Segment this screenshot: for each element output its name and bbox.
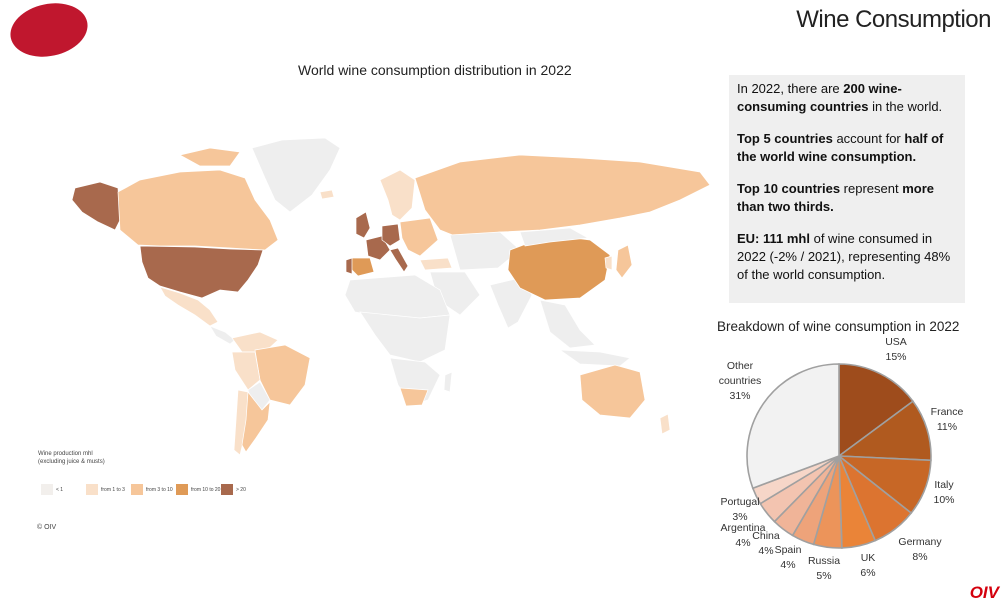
legend-swatch	[221, 484, 233, 495]
oiv-logo: OIV	[969, 583, 999, 602]
pie-slice-other-countries	[746, 363, 840, 490]
copyright-text: © OIV	[37, 524, 57, 531]
info-text: account for	[832, 131, 905, 146]
map-region-argentina	[241, 391, 271, 453]
pie-label-germany: Germany 8%	[898, 536, 942, 563]
map-region-korea	[604, 255, 613, 271]
info-emphasis: EU: 111 mhl	[737, 231, 810, 246]
map-region-southern-africa	[389, 357, 441, 406]
legend-swatch	[86, 484, 98, 495]
map-region-uk	[355, 211, 371, 239]
info-text: in the world.	[868, 99, 943, 114]
map-region-australia	[579, 364, 646, 419]
map-region-central-africa	[359, 311, 451, 363]
brand-logo-blob	[5, 0, 93, 64]
map-region-alaska	[71, 181, 121, 231]
info-paragraph-1: In 2022, there are 200 wine-consuming co…	[737, 80, 957, 116]
map-region-canada-islands	[179, 147, 241, 167]
pie-label-usa: USA 15%	[885, 336, 907, 363]
map-region-spain	[349, 257, 375, 277]
legend-swatch	[176, 484, 188, 495]
legend-label: from 10 to 20	[191, 486, 221, 493]
info-paragraph-2: Top 5 countries account for half of the …	[737, 130, 957, 166]
pie-label-portugal: Portugal 3%	[720, 496, 759, 523]
legend-label: from 1 to 3	[101, 486, 125, 493]
info-text: represent	[840, 181, 903, 196]
map-region-russia	[414, 154, 711, 239]
pie-chart-title: Breakdown of wine consumption in 2022	[717, 319, 960, 334]
map-region-japan	[615, 244, 633, 279]
legend-item: from 3 to 10	[131, 484, 176, 495]
info-emphasis: Top 10 countries	[737, 181, 841, 196]
pie-label-argentina: Argentina 4%	[721, 522, 766, 549]
info-paragraph-3: Top 10 countries represent more than two…	[737, 180, 957, 216]
map-region-germany	[381, 223, 401, 247]
pie-label-spain: Spain 4%	[775, 544, 802, 571]
legend-row: < 1 from 1 to 3 from 3 to 10 from 10 to …	[41, 484, 266, 495]
info-paragraph-4: EU: 111 mhl of wine consumed in 2022 (-2…	[737, 230, 957, 284]
pie-slice-usa	[838, 363, 915, 458]
legend-label: < 1	[56, 486, 64, 493]
map-region-italy	[389, 247, 409, 273]
pie-label-italy: Italy 10%	[933, 479, 954, 506]
map-region-portugal	[345, 257, 353, 275]
world-map-svg	[71, 137, 711, 456]
info-emphasis: half of the world wine consumption.	[737, 131, 944, 164]
info-text: In 2022, there are	[737, 81, 844, 96]
pie-chart-svg: USA 15% France 11% Italy 10% Germany 8% UK 6% Russ…	[719, 336, 964, 582]
pie-label-other-countries: Other countries 31%	[719, 360, 762, 402]
map-region-southeast-asia	[539, 299, 596, 349]
map-region-indonesia	[558, 349, 631, 367]
info-box: In 2022, there are 200 wine-consuming co…	[729, 75, 965, 303]
map-region-mexico	[159, 286, 219, 327]
pie-label-france: France 11%	[931, 406, 964, 433]
map-region-turkey	[419, 257, 453, 271]
legend-item: < 1	[41, 484, 86, 495]
map-region-peru	[231, 351, 261, 391]
map-region-greenland	[251, 137, 341, 213]
legend-swatch	[131, 484, 143, 495]
legend-heading-line1: Wine production mhl	[38, 451, 93, 457]
info-emphasis: more than two thirds.	[737, 181, 935, 214]
info-emphasis: Top 5 countries	[737, 131, 833, 146]
map-region-mongolia	[519, 227, 590, 247]
pie-label-china: China 4%	[752, 530, 780, 557]
legend-item: from 1 to 3	[86, 484, 131, 495]
map-region-canada	[117, 169, 279, 251]
map-region-france	[365, 235, 391, 261]
pie-label-uk: UK 6%	[860, 552, 875, 579]
legend-label: from 3 to 10	[146, 486, 173, 493]
map-legend: Wine production mhl (excluding juice & m…	[38, 450, 338, 510]
map-region-south-africa	[399, 387, 429, 407]
legend-item: from 10 to 20	[176, 484, 221, 495]
info-emphasis: 200 wine-consuming countries	[737, 81, 902, 114]
legend-swatch	[41, 484, 53, 495]
info-text: of wine consumed in 2022 (-2% / 2021), r…	[737, 231, 951, 282]
pie-chart: USA 15% France 11% Italy 10% Germany 8% UK 6% Russ…	[700, 335, 1007, 595]
map-region-venezuela	[231, 331, 279, 353]
map-region-new-zealand	[659, 413, 671, 435]
map-title: World wine consumption distribution in 2…	[298, 62, 572, 78]
map-region-central-america	[209, 325, 236, 345]
legend-label: > 20	[236, 486, 246, 493]
map-region-brazil	[254, 344, 311, 406]
legend-item: > 20	[221, 484, 266, 495]
map-region-scandinavia	[379, 169, 416, 221]
pie-label-russia: Russia 5%	[808, 555, 840, 582]
map-region-eastern-europe	[399, 217, 439, 257]
map-region-madagascar	[443, 371, 453, 393]
legend-heading-line2: (excluding juice & musts)	[38, 459, 105, 465]
page-title: Wine Consumption	[796, 6, 991, 33]
map-region-iceland	[319, 189, 335, 200]
map-region-usa	[139, 245, 264, 299]
world-map	[20, 100, 720, 480]
